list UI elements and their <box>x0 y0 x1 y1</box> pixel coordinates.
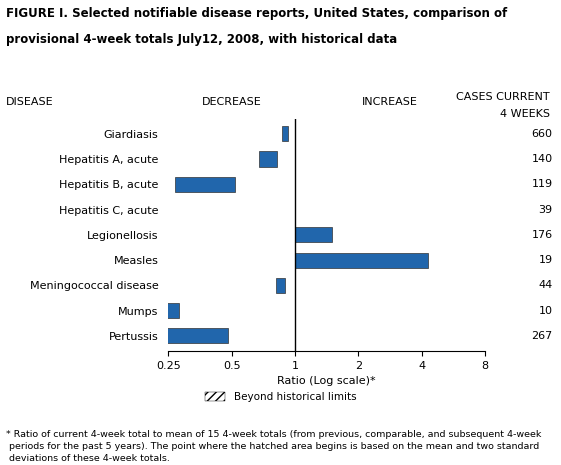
Bar <box>295 227 332 242</box>
Text: 44: 44 <box>539 280 553 290</box>
Text: 4 WEEKS: 4 WEEKS <box>500 108 550 119</box>
Text: FIGURE I. Selected notifiable disease reports, United States, comparison of: FIGURE I. Selected notifiable disease re… <box>6 7 507 20</box>
Text: * Ratio of current 4-week total to mean of 15 4-week totals (from previous, comp: * Ratio of current 4-week total to mean … <box>6 430 541 463</box>
Text: DISEASE: DISEASE <box>6 97 53 107</box>
Text: 119: 119 <box>531 179 553 189</box>
Text: 10: 10 <box>539 306 553 316</box>
Text: 39: 39 <box>539 205 553 214</box>
Bar <box>259 152 277 166</box>
Bar <box>295 252 429 268</box>
Text: 660: 660 <box>532 129 553 139</box>
Bar <box>276 278 286 293</box>
Bar <box>176 177 235 192</box>
Text: DECREASE: DECREASE <box>202 97 261 107</box>
Text: 267: 267 <box>531 331 553 341</box>
Text: INCREASE: INCREASE <box>362 97 418 107</box>
Bar <box>62 303 178 318</box>
Text: 140: 140 <box>531 154 553 164</box>
Text: 176: 176 <box>531 230 553 240</box>
Bar <box>282 126 288 141</box>
Text: provisional 4-week totals July12, 2008, with historical data: provisional 4-week totals July12, 2008, … <box>6 33 397 46</box>
X-axis label: Ratio (Log scale)*: Ratio (Log scale)* <box>278 376 376 386</box>
Legend: Beyond historical limits: Beyond historical limits <box>200 388 361 406</box>
Text: CASES CURRENT: CASES CURRENT <box>456 92 550 102</box>
Text: 19: 19 <box>539 255 553 265</box>
Bar <box>161 328 228 344</box>
